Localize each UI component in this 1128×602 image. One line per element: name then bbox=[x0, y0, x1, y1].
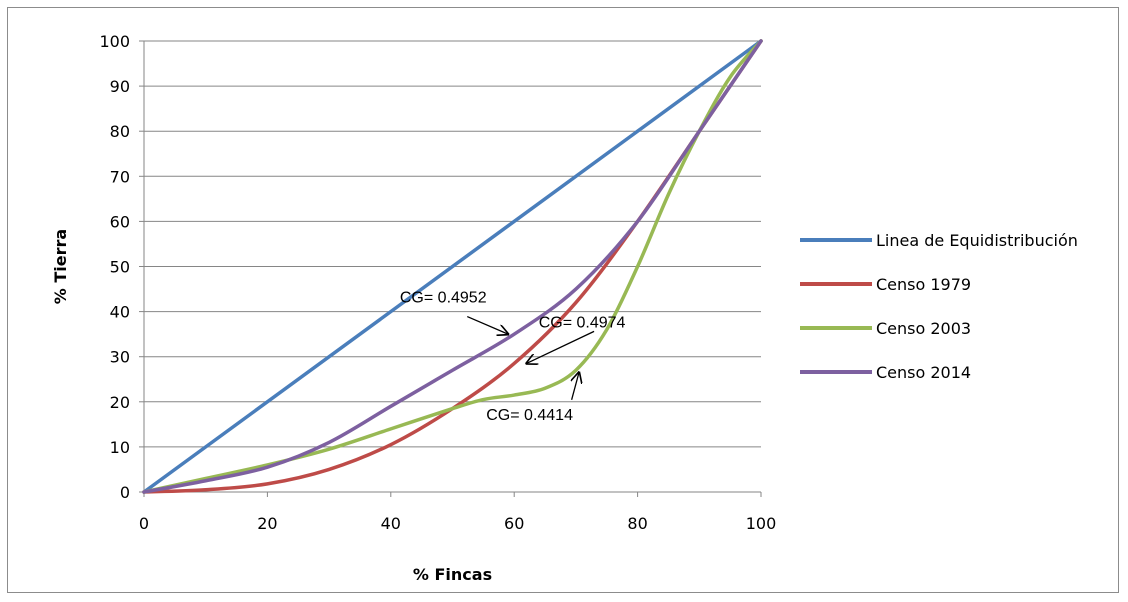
legend-label-censo-2014: Censo 2014 bbox=[876, 363, 971, 382]
y-tick-label: 0 bbox=[120, 483, 130, 502]
x-tick-label: 0 bbox=[139, 514, 149, 533]
chart-frame: 0 10 20 30 40 50 60 70 80 90 100 0 20 40 60 80 100 CG= 0… bbox=[7, 7, 1119, 593]
y-axis-title: % Tierra bbox=[51, 229, 70, 304]
y-tick-label: 80 bbox=[110, 122, 130, 141]
series-line-censo-2003 bbox=[142, 39, 763, 494]
axes: 0 10 20 30 40 50 60 70 80 90 100 0 20 40 60 80 100 bbox=[99, 32, 776, 533]
y-tick-label: 10 bbox=[110, 438, 130, 457]
x-axis-title: % Fincas bbox=[413, 565, 492, 584]
legend-label-censo-1979: Censo 1979 bbox=[876, 275, 971, 294]
gini-annotation-label: CG= 0.4974 bbox=[539, 314, 626, 331]
x-tick-label: 100 bbox=[746, 514, 777, 533]
y-tick-label: 100 bbox=[99, 32, 130, 51]
y-tick-label: 40 bbox=[110, 303, 130, 322]
legend-label-censo-2003: Censo 2003 bbox=[876, 319, 971, 338]
annotation-arrow bbox=[466, 315, 508, 335]
x-tick-label: 20 bbox=[257, 514, 277, 533]
annotations: CG= 0.4952 CG= 0.4974 CG= 0.4414 bbox=[400, 290, 626, 424]
annotation-arrow bbox=[572, 372, 579, 401]
gridlines bbox=[144, 40, 761, 448]
y-tick-label: 30 bbox=[110, 348, 130, 367]
y-tick-label: 90 bbox=[110, 77, 130, 96]
y-tick-label: 60 bbox=[110, 212, 130, 231]
series-line-linea-de-equidistribuci-n bbox=[142, 39, 763, 494]
y-tick-label: 70 bbox=[110, 167, 130, 186]
legend-label-linea-de-equidistribuci-n: Linea de Equidistribución bbox=[876, 231, 1078, 250]
annotation-arrow bbox=[527, 330, 595, 363]
y-tick-label: 50 bbox=[110, 258, 130, 277]
x-tick-label: 40 bbox=[381, 514, 401, 533]
gini-annotation-label: CG= 0.4414 bbox=[486, 407, 573, 424]
y-tick-label: 20 bbox=[110, 393, 130, 412]
line-chart: 0 10 20 30 40 50 60 70 80 90 100 0 20 40 60 80 100 CG= 0… bbox=[51, 32, 1078, 584]
gini-annotation-label: CG= 0.4952 bbox=[400, 290, 487, 307]
legend: Linea de Equidistribución Censo 1979 Censo… bbox=[800, 231, 1078, 382]
x-tick-label: 60 bbox=[504, 514, 524, 533]
series-lines bbox=[142, 39, 763, 494]
series-line-censo-2014 bbox=[142, 39, 763, 494]
x-tick-label: 80 bbox=[627, 514, 647, 533]
